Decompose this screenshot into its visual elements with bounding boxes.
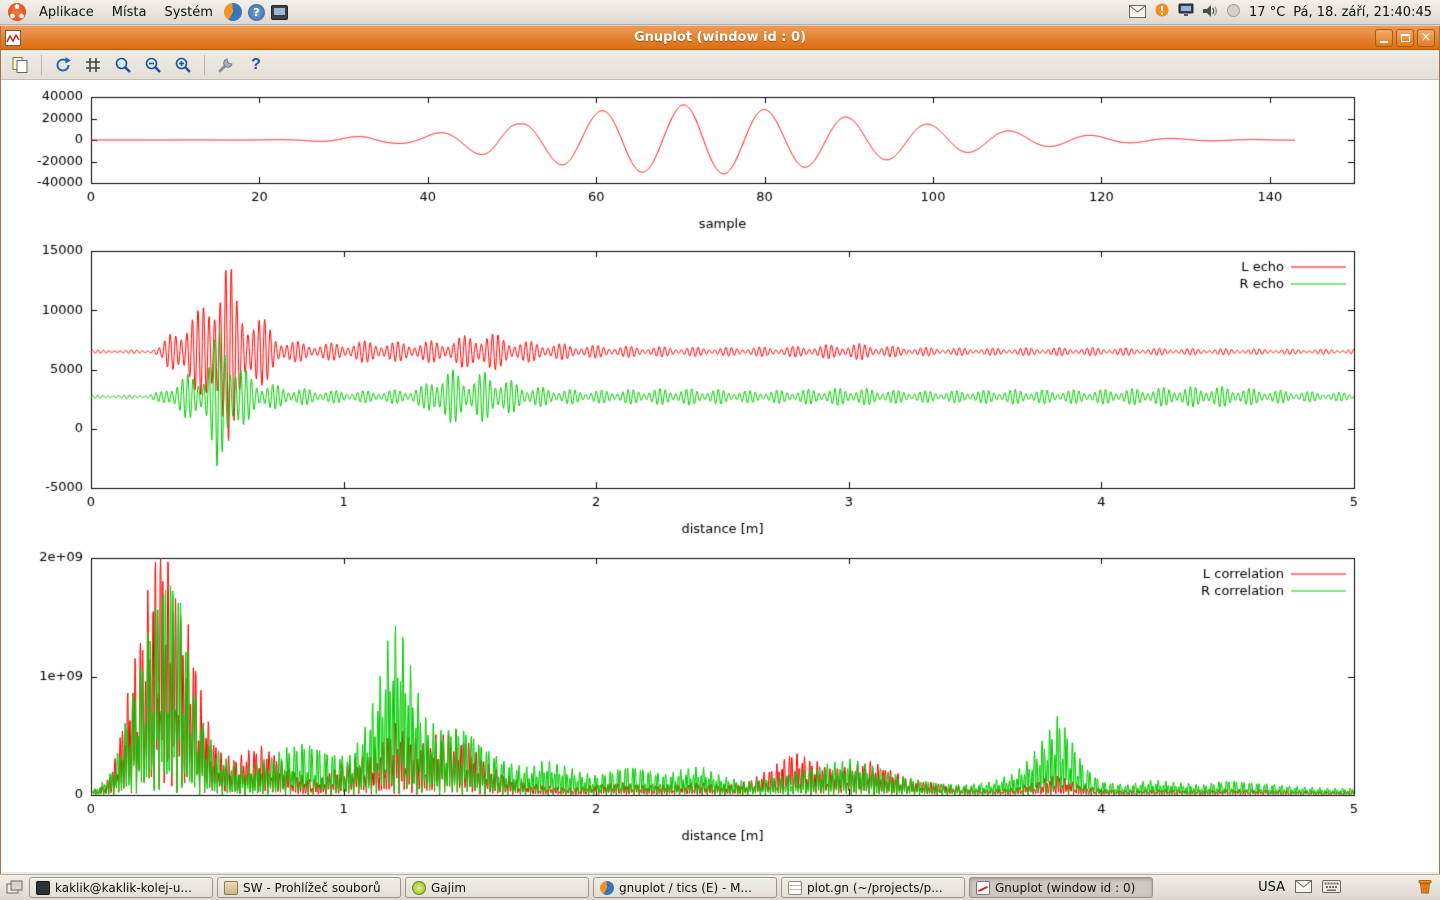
chart-echo [1, 243, 1439, 543]
mail-icon[interactable] [1129, 3, 1147, 22]
correlation-chart-canvas[interactable] [1, 550, 1439, 850]
terminal-launcher-icon[interactable] [270, 3, 289, 22]
toolbar-separator [204, 54, 205, 75]
menu-applications[interactable]: Aplikace [39, 4, 94, 20]
volume-icon[interactable] [1202, 3, 1218, 22]
help-launcher-icon[interactable]: ? [247, 3, 266, 22]
signal-chart-canvas[interactable] [1, 88, 1439, 238]
help-button[interactable]: ? [243, 53, 269, 77]
taskbar: kaklik@kaklik-kolej-u... SW - Prohlížeč … [0, 874, 1440, 900]
task-buttons: kaklik@kaklik-kolej-u... SW - Prohlížeč … [29, 877, 1153, 898]
gnuplot-icon [976, 880, 990, 895]
toolbar-separator [41, 54, 42, 75]
taskbar-button-file-manager[interactable]: SW - Prohlížeč souborů [217, 877, 401, 898]
zoom-button[interactable] [110, 53, 136, 77]
minimize-button[interactable] [1375, 28, 1393, 47]
top-panel: Aplikace Místa Systém ? 17 °C P [0, 0, 1440, 25]
mail-icon[interactable] [1295, 878, 1312, 897]
maximize-icon [1400, 33, 1410, 42]
taskbar-button-label: Gajim [431, 880, 467, 895]
taskbar-button-label: SW - Prohlížeč souborů [243, 880, 381, 895]
notification-icon[interactable] [1154, 2, 1170, 22]
taskbar-button-firefox[interactable]: gnuplot / tics (E) - M... [593, 877, 777, 898]
file-manager-icon [224, 880, 238, 895]
window-toolbar: ? [1, 50, 1439, 80]
firefox-icon [224, 3, 243, 21]
text-editor-icon [788, 880, 802, 895]
taskbar-button-terminal[interactable]: kaklik@kaklik-kolej-u... [29, 877, 213, 898]
keyboard-layout-indicator[interactable]: USA [1258, 880, 1285, 895]
taskbar-button-label: gnuplot / tics (E) - M... [619, 880, 752, 895]
taskbar-button-gnuplot[interactable]: Gnuplot (window id : 0) [969, 877, 1153, 898]
firefox-launcher-icon[interactable] [224, 3, 243, 22]
plot-area [1, 80, 1439, 872]
panel-left: Aplikace Místa Systém ? [8, 2, 1129, 23]
close-button[interactable]: × [1417, 28, 1435, 47]
firefox-icon [600, 880, 614, 895]
window-title: Gnuplot (window id : 0) [633, 30, 807, 45]
grid-toggle-button[interactable] [80, 53, 106, 77]
keyboard-icon[interactable] [1322, 878, 1341, 897]
taskbar-button-label: Gnuplot (window id : 0) [995, 880, 1136, 895]
terminal-icon [270, 4, 288, 20]
help-icon: ? [247, 3, 265, 21]
taskbar-button-gajim[interactable]: Gajim [405, 877, 589, 898]
zoom-in-button[interactable] [170, 53, 196, 77]
chart-correlation [1, 550, 1439, 850]
taskbar-button-label: plot.gn (~/projects/p... [807, 880, 943, 895]
menu-places[interactable]: Místa [111, 4, 147, 20]
panel-tray: 17 °C Pá, 18. září, 21:40:45 [1129, 2, 1432, 22]
trash-icon[interactable] [1417, 878, 1433, 898]
terminal-icon [36, 880, 50, 895]
display-icon[interactable] [1178, 3, 1194, 22]
minimize-icon [1380, 41, 1388, 43]
window-controls: × [1375, 28, 1435, 47]
settings-button[interactable] [213, 53, 239, 77]
help-icon: ? [251, 55, 261, 73]
taskbar-tray: USA [1258, 878, 1435, 898]
echo-chart-canvas[interactable] [1, 243, 1439, 543]
window-titlebar[interactable]: Gnuplot (window id : 0) × [1, 26, 1439, 50]
chart-signal [1, 88, 1439, 238]
taskbar-button-editor[interactable]: plot.gn (~/projects/p... [781, 877, 965, 898]
maximize-button[interactable] [1396, 28, 1414, 47]
menu-system[interactable]: Systém [164, 4, 213, 20]
temperature-applet[interactable]: 17 °C [1249, 4, 1286, 20]
gajim-icon [412, 880, 426, 895]
gnuplot-window: Gnuplot (window id : 0) × [0, 26, 1440, 874]
gnuplot-window-icon [5, 29, 21, 46]
weather-icon[interactable] [1226, 3, 1241, 22]
copy-button[interactable] [7, 53, 33, 77]
replot-button[interactable] [50, 53, 76, 77]
taskbar-button-label: kaklik@kaklik-kolej-u... [55, 880, 192, 895]
clock-applet[interactable]: Pá, 18. září, 21:40:45 [1293, 4, 1432, 20]
window-list-icon[interactable] [5, 879, 25, 897]
zoom-out-button[interactable] [140, 53, 166, 77]
ubuntu-logo-icon[interactable] [8, 3, 26, 21]
